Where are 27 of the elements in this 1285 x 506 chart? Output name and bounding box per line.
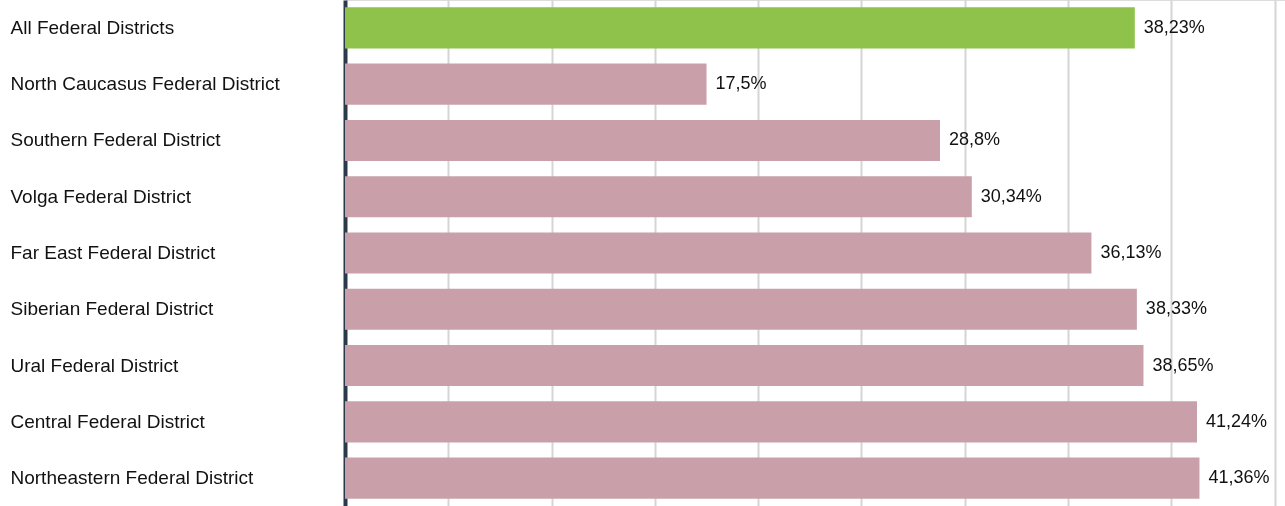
bar <box>345 63 707 105</box>
data-label: 38,33% <box>1145 298 1207 319</box>
data-label: 17,5% <box>715 73 767 94</box>
y-tick-label: All Federal Districts <box>10 16 175 38</box>
y-tick-label: Volga Federal District <box>10 185 192 207</box>
y-tick-label: Central Federal District <box>10 410 206 432</box>
data-label: 38,23% <box>1143 16 1205 37</box>
bar <box>345 345 1144 387</box>
bar <box>345 7 1135 49</box>
bar <box>345 401 1197 443</box>
data-label: 30,34% <box>980 185 1042 206</box>
y-tick-label: Ural Federal District <box>10 354 180 376</box>
bar <box>345 119 940 161</box>
data-label: 41,24% <box>1205 410 1268 431</box>
y-tick-label: North Caucasus Federal District <box>10 73 281 95</box>
bar <box>345 457 1200 499</box>
y-tick-label: Far East Federal District <box>10 242 217 263</box>
data-label: 41,36% <box>1208 467 1270 488</box>
y-tick-label: Southern Federal District <box>10 129 222 151</box>
data-label: 28,8% <box>948 129 1001 150</box>
y-tick-label: Northeastern Federal District <box>10 467 255 489</box>
data-label: 38,65% <box>1152 354 1214 375</box>
bar <box>345 288 1137 330</box>
bar <box>345 176 972 218</box>
y-tick-label: Siberian Federal District <box>10 298 214 320</box>
data-label: 36,13% <box>1100 242 1162 262</box>
bar <box>345 232 1092 274</box>
